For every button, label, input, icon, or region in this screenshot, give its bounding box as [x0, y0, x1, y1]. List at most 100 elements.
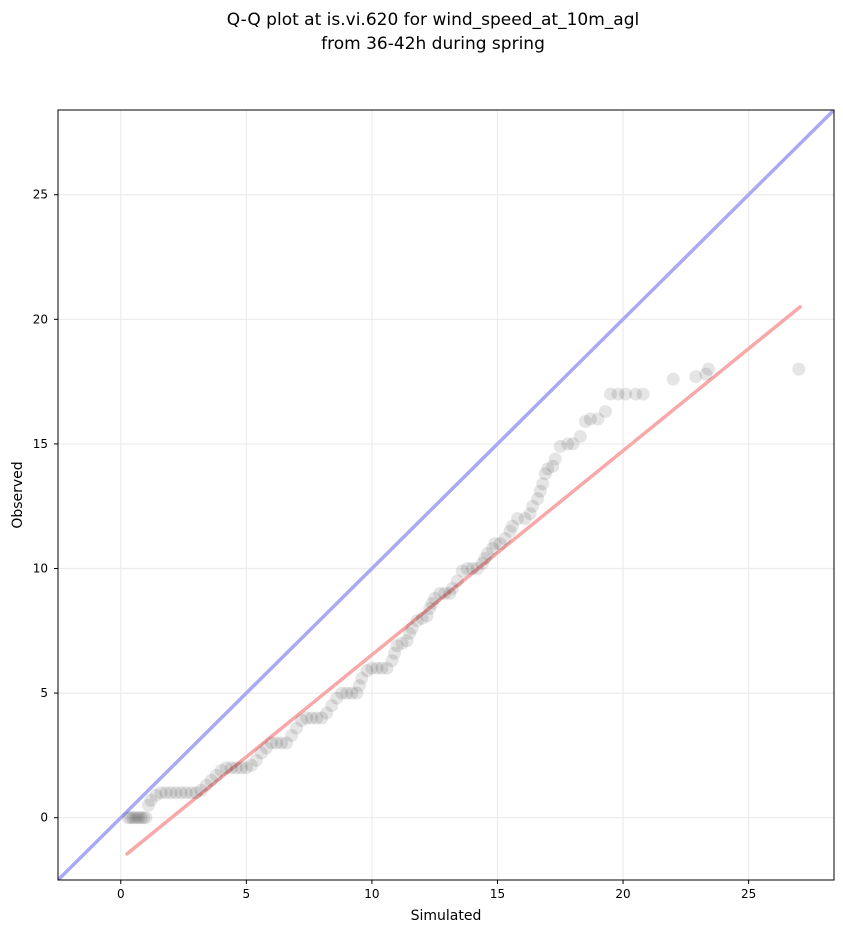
y-tick-label: 5 — [40, 686, 48, 700]
data-point — [290, 721, 304, 735]
data-point — [629, 387, 643, 401]
x-tick-label: 20 — [615, 887, 630, 901]
data-point — [365, 661, 379, 675]
data-point — [480, 547, 494, 561]
data-point — [415, 611, 429, 625]
data-point — [159, 786, 173, 800]
data-point — [154, 786, 168, 800]
data-point — [420, 609, 434, 623]
chart-title-line-2: from 36-42h during spring — [321, 34, 545, 54]
data-point — [129, 811, 143, 825]
reference-line — [58, 110, 834, 880]
data-point — [300, 711, 314, 725]
data-point — [410, 614, 424, 628]
data-point — [689, 370, 703, 384]
data-point — [295, 714, 309, 728]
x-tick-label: 25 — [741, 887, 756, 901]
data-point — [121, 811, 135, 825]
data-point — [352, 679, 366, 693]
data-point — [423, 601, 437, 615]
data-point — [488, 537, 502, 551]
data-point — [503, 524, 517, 538]
data-point — [470, 562, 484, 576]
data-point — [546, 459, 560, 473]
data-point — [234, 761, 248, 775]
data-point — [553, 439, 567, 453]
data-point — [478, 552, 492, 566]
data-point — [531, 492, 545, 506]
data-point — [395, 636, 409, 650]
data-point — [199, 778, 213, 792]
data-point — [400, 634, 414, 648]
data-point — [124, 811, 138, 825]
data-point — [214, 763, 228, 777]
data-point — [139, 811, 153, 825]
data-point — [485, 542, 499, 556]
data-point — [335, 686, 349, 700]
data-point — [403, 626, 417, 640]
data-point — [345, 686, 359, 700]
data-point — [184, 786, 198, 800]
data-point — [131, 811, 145, 825]
data-point — [611, 387, 625, 401]
data-point — [598, 405, 612, 419]
data-point — [370, 661, 384, 675]
data-point — [583, 412, 597, 426]
data-point — [285, 728, 299, 742]
data-point — [428, 591, 442, 605]
data-point — [136, 811, 150, 825]
x-tick-label: 10 — [364, 887, 379, 901]
data-point — [310, 711, 324, 725]
data-point — [141, 798, 155, 812]
data-point — [219, 761, 233, 775]
data-point — [518, 512, 532, 526]
data-point — [325, 699, 339, 713]
data-point — [209, 768, 223, 782]
data-point — [666, 372, 680, 386]
data-point — [174, 786, 188, 800]
data-point — [701, 362, 715, 376]
data-point — [636, 387, 650, 401]
data-point — [573, 429, 587, 443]
data-point — [126, 811, 140, 825]
plot-marks — [58, 110, 834, 880]
y-tick-label: 10 — [33, 562, 48, 576]
data-point — [144, 793, 158, 807]
data-point — [548, 452, 562, 466]
y-tick-label: 20 — [33, 312, 48, 326]
data-point — [523, 507, 537, 521]
data-point — [526, 499, 540, 513]
data-point — [455, 564, 469, 578]
plot-frame — [57, 109, 835, 881]
axis-ticks: 0 5 10 15 20 25 0 5 10 15 20 25 — [33, 188, 757, 901]
data-point — [254, 746, 268, 760]
data-point — [538, 467, 552, 481]
data-point — [792, 362, 806, 376]
data-point — [619, 387, 633, 401]
data-point — [259, 741, 273, 755]
data-point — [591, 412, 605, 426]
data-point — [438, 586, 452, 600]
data-point — [533, 484, 547, 498]
fit-line — [125, 305, 802, 856]
data-point — [425, 596, 439, 610]
data-point — [566, 437, 580, 451]
data-point — [239, 761, 253, 775]
data-point — [169, 786, 183, 800]
data-point — [275, 736, 289, 750]
data-point — [375, 661, 389, 675]
data-point — [536, 477, 550, 491]
data-point — [164, 786, 178, 800]
data-point — [360, 664, 374, 678]
grid — [58, 110, 834, 880]
data-point — [330, 691, 344, 705]
data-point — [561, 437, 575, 451]
y-axis-label: Observed — [10, 461, 26, 528]
data-point — [249, 753, 263, 767]
y-tick-label: 25 — [33, 188, 48, 202]
x-tick-label: 5 — [243, 887, 251, 901]
data-point — [475, 557, 489, 571]
data-point — [340, 686, 354, 700]
